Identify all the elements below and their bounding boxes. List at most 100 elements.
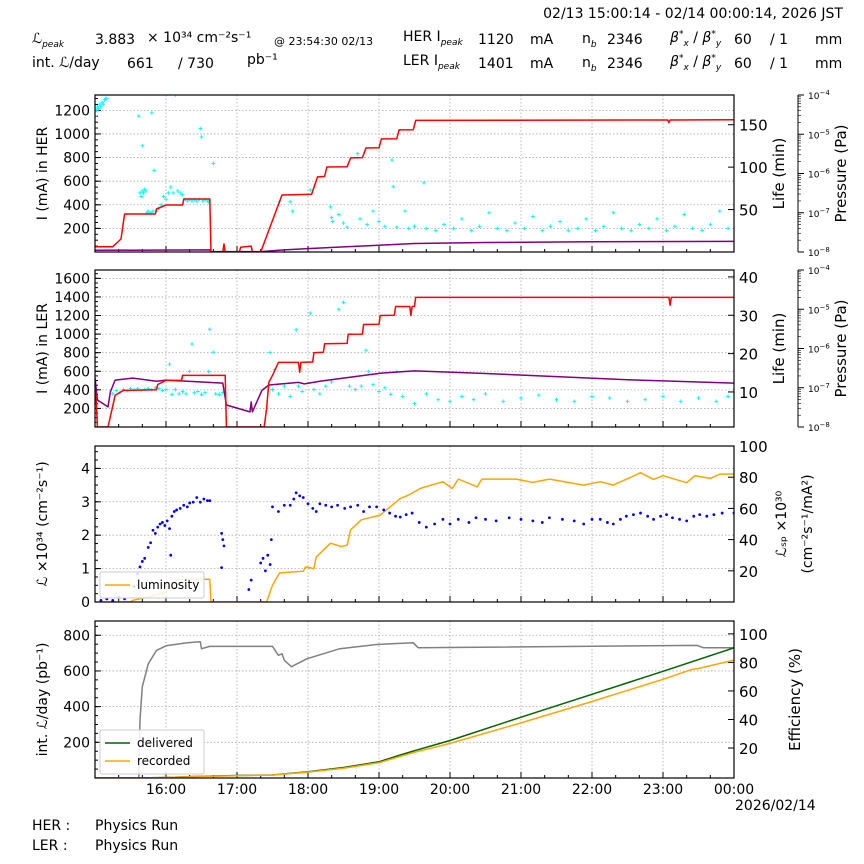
panel-4: 200 400 600 800 int. ℒ/day (pb⁻¹) 20 40 60 80 100…	[35, 620, 804, 779]
panel3-right-dots-point	[540, 521, 544, 524]
panel3-right-dots-point	[324, 503, 328, 507]
panel1-pressure-scatter-points	[95, 95, 730, 233]
panel3-right-dots-point	[582, 522, 586, 526]
her-ipeak-value: 1120	[478, 32, 514, 48]
panel1-pressure-scatter-point	[95, 108, 98, 112]
pressure-tick-exponent: −6	[819, 343, 830, 351]
panel2-pressure-scatter-point	[412, 401, 417, 406]
panel2-pressure-scatter-point	[400, 394, 405, 399]
panel3-right-dots-point	[685, 519, 689, 523]
panel1-pressure-scatter-point	[365, 222, 369, 227]
right-tick-label: 20	[739, 346, 758, 364]
x-tick-label: 21:00	[501, 782, 541, 798]
panel2-pressure-scatter-point	[353, 387, 358, 392]
panel2-pressure-scatter-point	[110, 392, 115, 396]
right-tick-label: 60	[739, 683, 758, 701]
her-ipeak-unit: mA	[530, 32, 554, 48]
legend-box	[99, 729, 205, 775]
panel1-pressure-scatter-point	[593, 228, 598, 233]
right-axis-label: Life (min)	[770, 313, 788, 385]
panel1-pressure-scatter-point	[176, 189, 180, 193]
panel3-right-dots-point	[288, 503, 292, 507]
panel3-right-dots-point	[652, 517, 655, 521]
x-tick-label: 18:00	[288, 782, 328, 798]
panel3-right-dots-point	[632, 513, 635, 517]
panel1-pressure-scatter-point	[96, 106, 101, 111]
panel2-pressure-scatter-point	[460, 394, 464, 399]
panel3-right-dots-point	[362, 510, 366, 513]
panel1-pressure-scatter-point	[331, 219, 335, 224]
ler-ipeak-label: LER Ipeak	[403, 53, 460, 72]
right-tick-label: 100	[739, 438, 768, 456]
panel3-right-dots-point	[639, 511, 642, 515]
panel3-right-dots-point	[531, 519, 535, 523]
panel2-pressure-scatter-point	[300, 389, 304, 394]
panel3-right-dots-point	[336, 503, 339, 507]
left-tick-label: 400	[63, 700, 90, 716]
panel3-right-dots-points	[99, 491, 734, 602]
panel3-right-dots-point	[441, 517, 445, 521]
panel3-right-dots-point	[149, 541, 153, 545]
panel1-pressure-scatter-point	[136, 114, 141, 118]
panel2-pressure-scatter-point	[336, 307, 341, 312]
panel3-right-dots-point	[268, 563, 272, 566]
ler-beta-y: / 1	[770, 56, 789, 72]
panel1-pressure-scatter-point	[336, 212, 341, 217]
panel2-pressure-scatter-point	[157, 386, 161, 391]
panel3-right-dots-point	[222, 544, 226, 548]
pressure-tick-exponent: −8	[819, 246, 829, 254]
panel3-right-dots-point	[404, 513, 408, 517]
panel3-right-dots-point	[221, 538, 225, 541]
panel2-pressure-scatter-point	[536, 393, 541, 397]
panel2-pressure-scatter-point	[207, 327, 212, 332]
panel1-pressure-scatter-point	[99, 105, 103, 109]
panel3-right-dots-point	[424, 525, 428, 529]
panel2-pressure-scatter-point	[678, 399, 683, 404]
panel3-right-dots-point	[140, 560, 144, 563]
panel3-right-dots-point	[111, 599, 115, 602]
panel2-pressure-scatter-point	[199, 392, 204, 397]
panel3-right-dots-point	[188, 501, 192, 505]
left-tick-label: 0	[81, 595, 90, 611]
panel1-pressure-scatter-point	[199, 135, 204, 139]
date-range: 02/13 15:00:14 - 02/14 00:00:14, 2026 JS…	[543, 6, 843, 22]
panel3-right-dots-point	[318, 502, 322, 506]
panel1-pressure-scatter-point	[161, 194, 166, 199]
panel1-pressure-scatter-point	[406, 226, 411, 231]
panel3-right-dots-point	[163, 524, 167, 527]
pressure-tick-label: 10−6	[808, 168, 830, 181]
her-beta-unit: mm	[815, 32, 843, 48]
panel2-pressure-scatter-point	[590, 394, 594, 399]
panel2-pressure-scatter-point	[190, 342, 194, 346]
panel2-pressure-scatter-point	[180, 389, 185, 394]
left-tick-label: 1600	[54, 271, 90, 287]
panel3-right-dots-point	[330, 505, 334, 509]
panel3-right-dots-point	[168, 527, 171, 531]
ler-beta-unit: mm	[815, 56, 843, 72]
pressure-tick-exponent: −7	[819, 207, 829, 215]
panel3-right-dots-point	[259, 561, 263, 565]
pressure-tick-label: 10−8	[808, 421, 830, 434]
panel1-pressure-scatter-point	[178, 191, 182, 195]
plot-frame	[94, 94, 735, 253]
panel1-pressure-scatter-point	[394, 225, 399, 229]
panel3-right-dots-point	[269, 538, 273, 541]
panel3-right-dots-point	[720, 511, 724, 515]
right-tick-label: 150	[739, 117, 768, 135]
panel1-pressure-scatter-point	[460, 217, 464, 221]
left-tick-label: 800	[63, 346, 90, 362]
panel1-pressure-scatter-point	[164, 197, 168, 202]
panel2-pressure-scatter-point	[424, 392, 429, 396]
plot-frame	[94, 620, 735, 779]
left-tick-label: 1000	[54, 327, 90, 343]
panel1-pressure-scatter-point	[576, 226, 580, 231]
panel3-right-dots-point	[195, 496, 199, 499]
panel2-pressure-scatter-point	[211, 350, 216, 355]
panel2-pressure-scatter-point	[643, 397, 648, 402]
left-tick-label: 3	[81, 495, 90, 511]
recorded-line	[95, 659, 734, 778]
panel1-pressure-scatter-point	[144, 189, 148, 193]
left-tick-label: 400	[63, 198, 90, 214]
panel2-pressure-scatter-point	[329, 380, 334, 384]
